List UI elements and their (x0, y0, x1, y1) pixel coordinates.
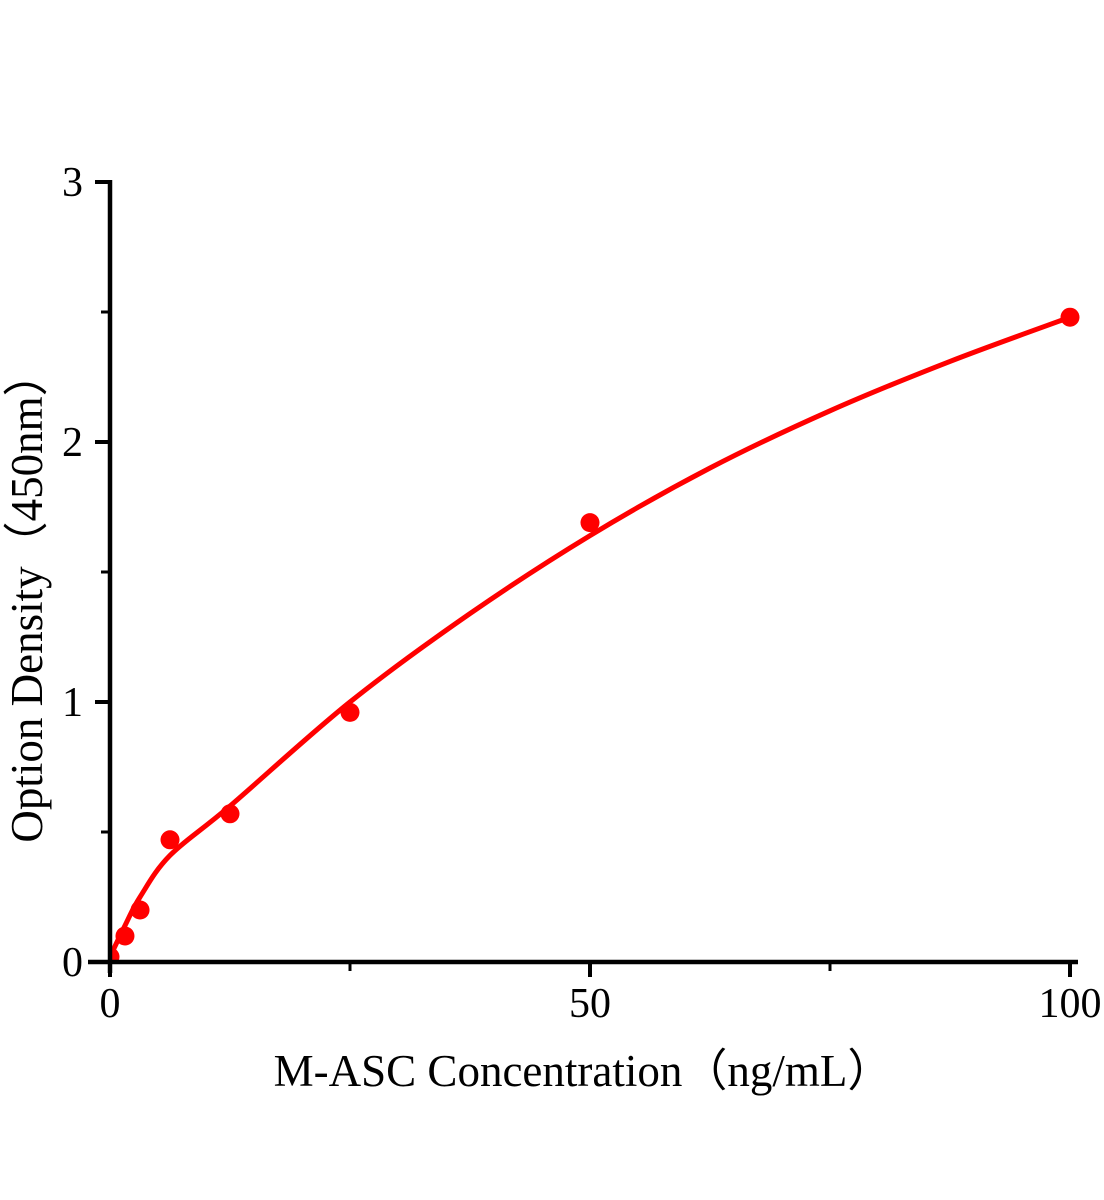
data-point (1060, 307, 1080, 327)
x-axis-title: M-ASC Concentration（ng/mL） (274, 1046, 893, 1096)
y-tick-label: 3 (62, 160, 83, 206)
y-axis-title: Option Density（450nm） (2, 351, 52, 842)
data-point (115, 926, 135, 946)
axes-layer (88, 180, 1078, 977)
data-point (340, 702, 360, 722)
x-tick-label: 0 (100, 981, 121, 1027)
data-point (130, 900, 150, 920)
y-tick-label: 0 (62, 940, 83, 986)
data-point (110, 947, 120, 961)
fit-curve (110, 314, 1073, 960)
tick-label-layer: 0 1 2 3 0 50 100 (62, 160, 1102, 1027)
y-tick-label: 1 (62, 680, 83, 726)
data-point (580, 513, 600, 533)
series-layer (110, 307, 1080, 961)
data-point (220, 804, 240, 824)
data-point (160, 830, 180, 850)
x-tick-label: 50 (569, 981, 611, 1027)
x-tick-label: 100 (1039, 981, 1102, 1027)
y-tick-label: 2 (62, 420, 83, 466)
